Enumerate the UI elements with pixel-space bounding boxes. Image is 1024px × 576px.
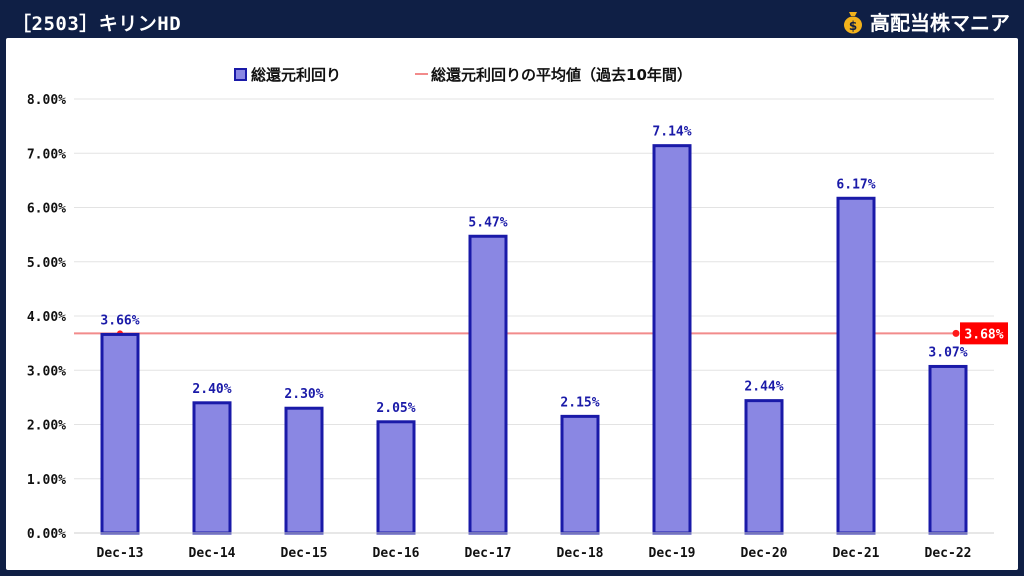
data-label: 2.15%: [560, 395, 599, 410]
bar: [376, 420, 416, 535]
x-tick-label: Dec-17: [465, 546, 512, 561]
chart-panel: 3.68% 3.66% 2.40% 2.30% 2.05% 5.47% 2.15% 7.14…: [6, 38, 1018, 570]
bar: [560, 414, 600, 535]
average-label-box: [960, 322, 1008, 345]
bar: [928, 364, 968, 535]
y-tick-label: 6.00%: [27, 202, 66, 217]
data-label: 3.66%: [100, 313, 139, 328]
x-tick-label: Dec-21: [833, 546, 880, 561]
bar: [468, 234, 508, 535]
legend-line-label: 総還元利回りの平均値（過去10年間）: [431, 66, 692, 84]
data-label: 2.30%: [284, 387, 323, 402]
x-tick-label: Dec-22: [925, 546, 972, 561]
brand-logo: $ 高配当株マニア: [842, 7, 1010, 36]
data-label: 5.47%: [468, 215, 507, 230]
bar: [284, 406, 324, 535]
brand-name: 高配当株マニア: [870, 11, 1010, 35]
svg-text:$: $: [849, 19, 857, 33]
data-label: 3.07%: [928, 345, 967, 360]
data-label: 2.40%: [192, 382, 231, 397]
y-tick-label: 7.00%: [27, 147, 66, 162]
x-tick-label: Dec-20: [741, 546, 788, 561]
x-tick-label: Dec-14: [189, 546, 236, 561]
data-label: 2.44%: [744, 380, 783, 395]
legend-bar-swatch: [234, 68, 247, 81]
y-tick-label: 0.00%: [27, 527, 66, 542]
bar: [744, 399, 784, 535]
page-title: ［2503］キリンHD: [12, 13, 182, 35]
average-marker: [952, 329, 960, 337]
x-tick-label: Dec-16: [373, 546, 420, 561]
bar: [192, 401, 232, 535]
data-label: 6.17%: [836, 177, 875, 192]
bar: [100, 332, 140, 535]
data-label: 2.05%: [376, 401, 415, 416]
y-tick-label: 1.00%: [27, 473, 66, 488]
bar: [652, 144, 692, 535]
y-tick-label: 5.00%: [27, 256, 66, 271]
x-tick-label: Dec-13: [97, 546, 144, 561]
x-tick-label: Dec-15: [281, 546, 328, 561]
y-tick-label: 2.00%: [27, 419, 66, 434]
legend-bar-label: 総還元利回り: [251, 66, 341, 84]
y-tick-label: 8.00%: [27, 93, 66, 108]
y-tick-label: 4.00%: [27, 310, 66, 325]
average-label: 3.68%: [964, 327, 1003, 342]
x-tick-label: Dec-18: [557, 546, 604, 561]
bar: [836, 196, 876, 535]
data-label: 7.14%: [652, 125, 691, 140]
x-tick-label: Dec-19: [649, 546, 696, 561]
y-tick-label: 3.00%: [27, 364, 66, 379]
money-bag-icon: $: [844, 11, 862, 33]
bar-chart: 3.68% 3.66% 2.40% 2.30% 2.05% 5.47% 2.15% 7.14…: [27, 66, 1008, 561]
